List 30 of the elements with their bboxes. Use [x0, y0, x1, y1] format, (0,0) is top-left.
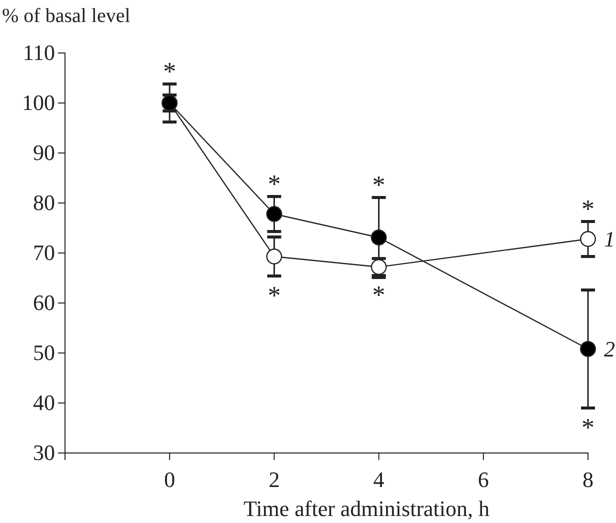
x-tick-label: 4 [373, 467, 384, 492]
point [266, 248, 282, 264]
y-tick-label: 60 [33, 290, 55, 316]
series-label: 2 [604, 336, 615, 362]
y-tick-label: 70 [33, 240, 55, 266]
y-tick-label: 100 [22, 90, 55, 116]
series-label: 1 [604, 226, 615, 252]
y-axis-title: % of basal level [2, 5, 131, 27]
y-tick-label: 90 [33, 140, 55, 166]
y-tick-label: 30 [33, 440, 55, 466]
y-tick-label: 40 [33, 390, 55, 416]
x-tick-label: 6 [478, 467, 489, 492]
annotation: * [268, 170, 281, 199]
y-tick-label: 50 [33, 340, 55, 366]
y-tick-label: 110 [22, 40, 55, 66]
x-tick-label: 2 [268, 467, 280, 492]
annotation: * [268, 281, 281, 310]
point [580, 341, 596, 357]
point [370, 230, 387, 246]
annotation: * [372, 170, 386, 200]
point [266, 206, 282, 222]
x-tick-label: 8 [582, 467, 594, 492]
x-axis-title: Time after administration, h [243, 496, 490, 521]
point [580, 231, 596, 247]
x-tick-label: 0 [164, 467, 176, 492]
annotation: * [582, 413, 594, 442]
y-tick-label: 80 [33, 190, 55, 216]
annotation: * [372, 280, 386, 310]
annotation: * [582, 194, 594, 224]
annotation: * [163, 57, 176, 86]
